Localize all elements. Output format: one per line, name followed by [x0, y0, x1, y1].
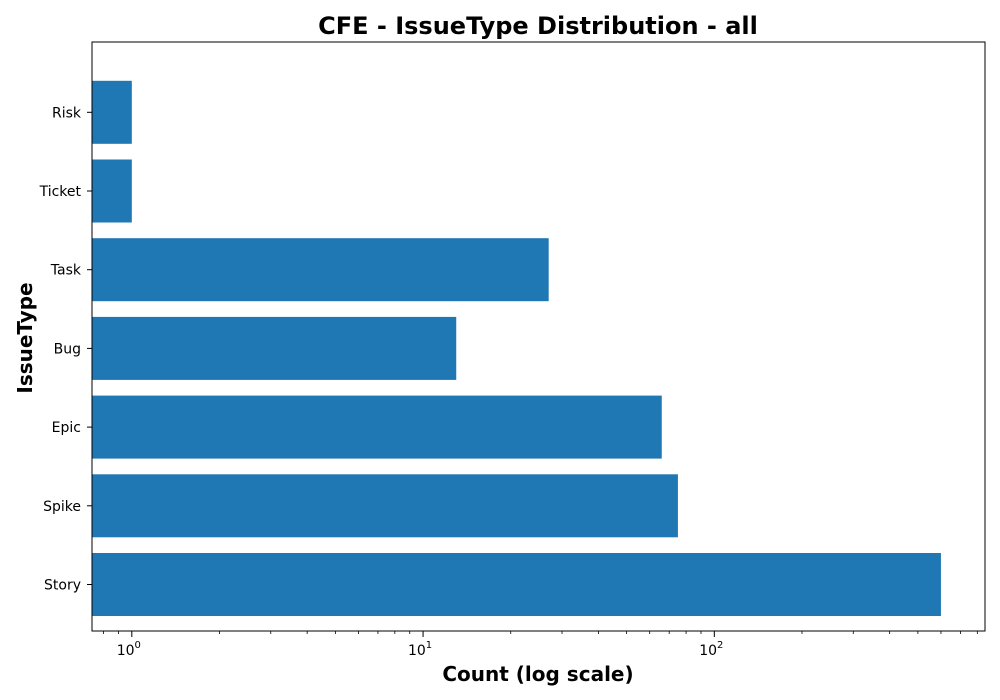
x-axis-label: Count (log scale)	[442, 662, 633, 686]
chart-title: CFE - IssueType Distribution - all	[318, 12, 758, 40]
bar-spike	[92, 474, 678, 538]
y-tick-label: Story	[44, 578, 81, 594]
y-tick-label: Risk	[52, 105, 82, 121]
bar-story	[92, 553, 941, 616]
y-tick-label: Bug	[54, 341, 81, 357]
bar-epic	[92, 395, 662, 459]
bar-task	[92, 238, 549, 302]
y-axis-label: IssueType	[13, 282, 37, 393]
x-tick-label: 101	[408, 640, 432, 659]
plot-area-frame	[91, 41, 986, 632]
bar-risk	[92, 80, 132, 144]
y-tick-label: Task	[50, 263, 82, 279]
bars-layer	[92, 80, 941, 616]
y-tick-label: Epic	[52, 420, 81, 436]
y-tick-label: Spike	[43, 499, 81, 515]
bar-bug	[92, 316, 457, 380]
y-tick-label: Ticket	[39, 184, 82, 200]
x-tick-label: 102	[699, 640, 723, 659]
y-axis-ticks: Story Spike Epic Bug Task Ticket Risk	[39, 105, 92, 594]
x-axis-ticks: 100 101 102	[103, 631, 978, 659]
x-tick-label: 100	[117, 640, 141, 659]
bar-ticket	[92, 159, 132, 223]
